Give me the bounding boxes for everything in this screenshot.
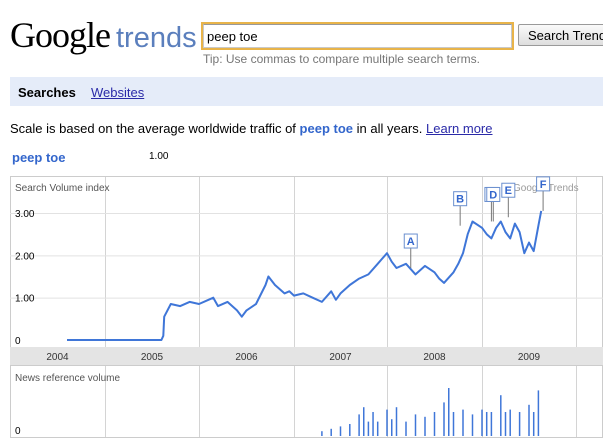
year-tick-labels: 2004 2005 2006 2007 2008 2009 [46,352,540,363]
tab-bar: Searches Websites [10,77,603,106]
tab-searches[interactable]: Searches [18,85,76,100]
news-bars [321,388,540,436]
y-tick-label: 1.00 [15,294,35,305]
scale-prefix: Scale is based on the average worldwide … [10,121,300,136]
annotation-label: E [505,185,512,197]
learn-more-link[interactable]: Learn more [426,121,493,136]
annotation-label: A [407,236,415,248]
legend-term[interactable]: peep toe [12,150,66,165]
tab-websites[interactable]: Websites [91,85,145,100]
logo-trends: trends [115,22,197,54]
scale-term: peep toe [299,121,354,136]
annotation-marker[interactable] [536,176,551,192]
y-tick-labels: 3.00 2.00 1.00 0 [15,209,35,347]
annotation-marker[interactable] [486,186,501,202]
series-line-peep-toe [67,210,543,341]
scale-suffix: in all years. [353,121,423,136]
annotation-marker[interactable] [403,233,418,249]
year-axis-band [10,347,603,365]
year-tick-label: 2008 [423,352,446,363]
search-input[interactable] [203,24,512,48]
horizontal-gridlines [10,213,603,299]
year-tick-label: 2009 [518,352,541,363]
annotation-label: B [456,194,464,206]
annotation-label: D [489,189,497,201]
google-trends-logo[interactable]: Google trends [10,14,197,55]
vertical-gridlines [105,177,577,347]
annotation-marker[interactable] [501,182,516,198]
search-volume-title: Search Volume index [15,183,110,194]
year-tick-label: 2004 [46,352,69,363]
year-tick-label: 2005 [141,352,164,363]
scale-description: Scale is based on the average worldwide … [10,121,493,136]
y-tick-label: 3.00 [15,209,35,220]
legend-value: 1.00 [149,151,169,162]
news-volume-title: News reference volume [15,373,120,384]
y-tick-label: 2.00 [15,251,35,262]
annotation-markers: ABCDEF [403,176,551,269]
series-group [67,210,543,341]
year-tick-label: 2006 [235,352,258,363]
news-volume-frame [10,365,603,438]
y-tick-label: 0 [15,336,21,347]
search-tip: Tip: Use commas to compare multiple sear… [203,52,480,66]
year-tick-label: 2007 [329,352,352,363]
news-y-tick-label: 0 [15,426,21,437]
search-volume-frame [10,176,603,348]
search-trends-button[interactable]: Search Trends [518,24,603,46]
annotation-label: F [540,179,547,191]
annotation-marker[interactable] [453,191,468,207]
logo-google: Google [10,15,111,55]
